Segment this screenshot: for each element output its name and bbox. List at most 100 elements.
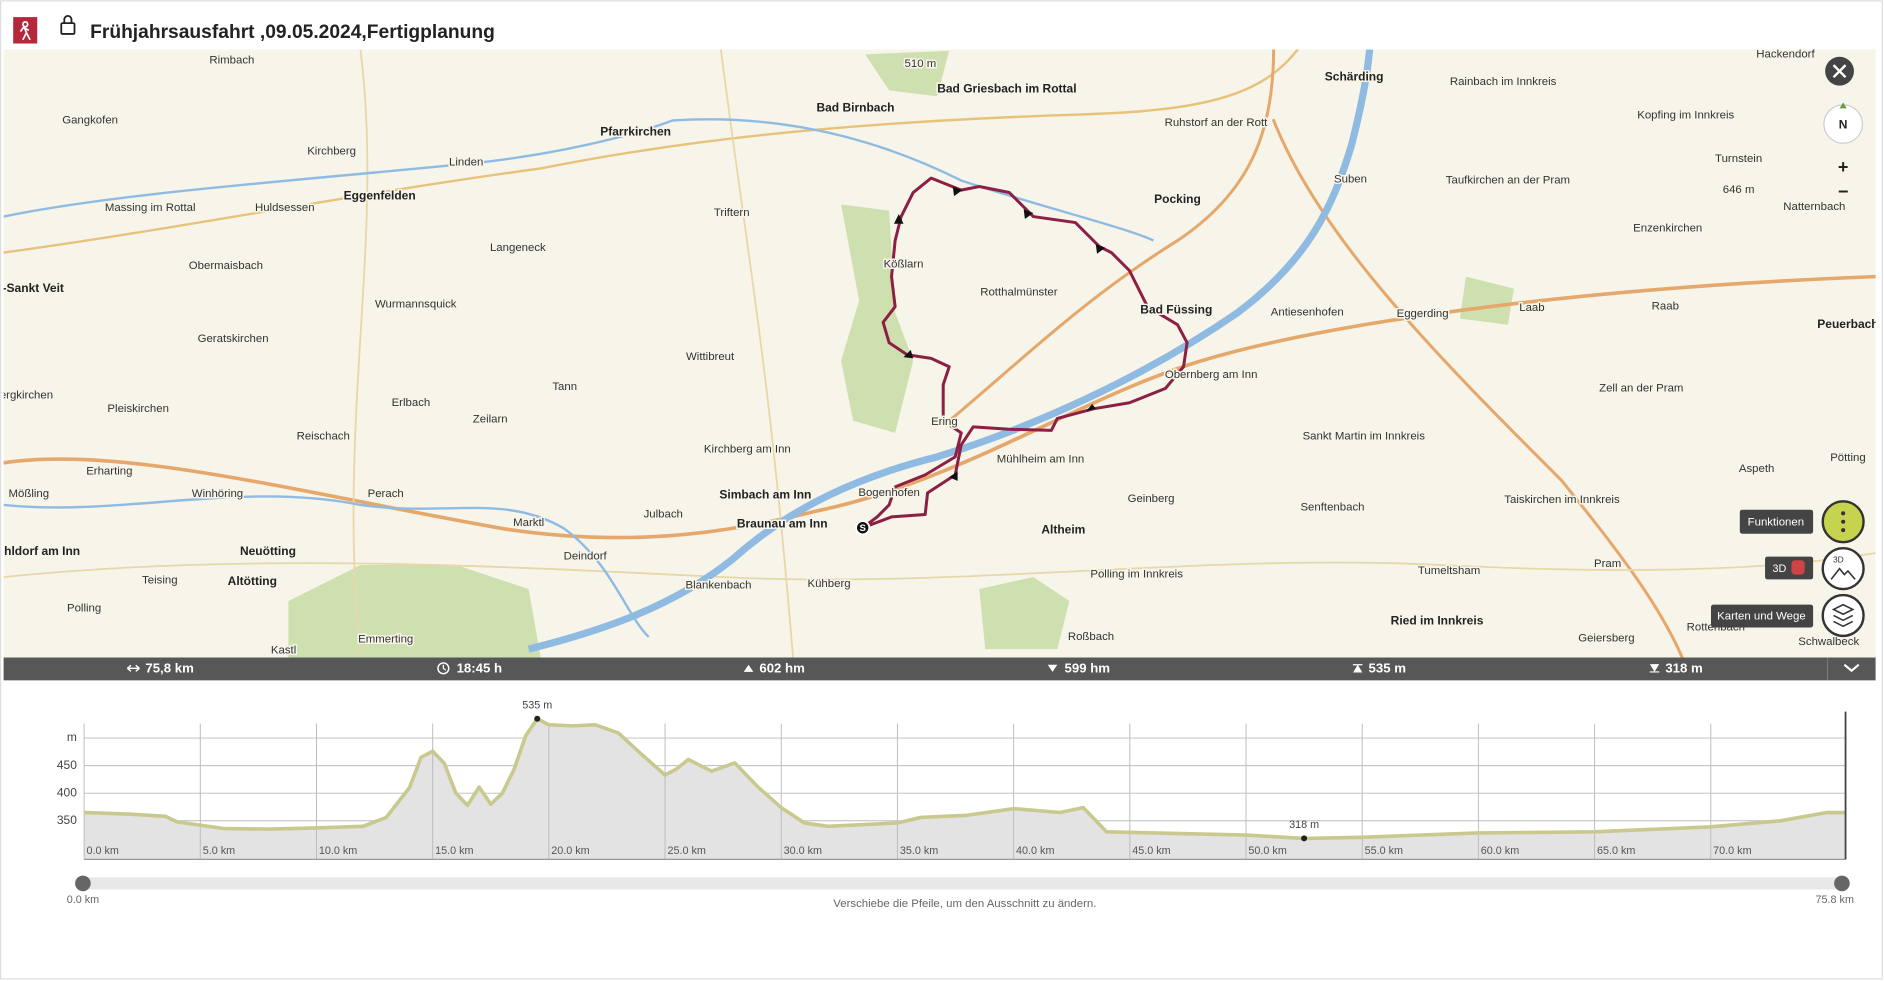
slider-start-label: 0.0 km	[67, 894, 99, 906]
place-label: ergkirchen	[0, 390, 53, 402]
lock-icon[interactable]	[60, 22, 76, 35]
map[interactable]: S Rimbach Gangkofen Kirchberg Linden Eggenfe…	[0, 48, 1879, 658]
place-label: Braunau am Inn	[737, 516, 828, 530]
place-label: Altheim	[1041, 522, 1085, 536]
place-label: Erharting	[86, 465, 132, 477]
functions-label: Funktionen	[1748, 516, 1804, 528]
place-label: Julbach	[644, 509, 683, 521]
y-tick-label: m	[67, 730, 77, 744]
place-label: Marktl	[513, 517, 544, 529]
place-label: Taufkirchen an der Pram	[1446, 175, 1570, 187]
place-label: Teising	[142, 575, 178, 587]
route-arrows	[893, 186, 1106, 481]
x-tick-label: 0.0 km	[87, 845, 119, 857]
tour-title: Frühjahrsausfahrt ,09.05.2024,Fertigplan…	[90, 22, 495, 43]
place-label: Sankt Martin im Innkreis	[1303, 430, 1426, 442]
place-label: Obernberg am Inn	[1165, 369, 1258, 381]
slider-end-label: 75.8 km	[1816, 894, 1854, 906]
start-marker[interactable]	[855, 520, 871, 536]
zoom-out[interactable]: −	[1838, 181, 1849, 201]
place-label: Roßbach	[1068, 631, 1114, 643]
x-tick-label: 35.0 km	[900, 845, 938, 857]
zoom-in[interactable]: +	[1838, 157, 1849, 177]
x-tick-label: 40.0 km	[1016, 845, 1054, 857]
place-label: Kirchberg am Inn	[704, 444, 791, 456]
place-label: Laab	[1519, 302, 1544, 314]
hiker-glyph	[19, 21, 31, 41]
place-label: Bogenhofen	[858, 487, 920, 499]
place-label: Pram	[1594, 558, 1621, 570]
extreme-label: 535 m	[522, 699, 552, 711]
place-label: Rotthalmünster	[980, 286, 1058, 298]
ascent-icon	[743, 664, 754, 672]
place-label: Schärding	[1325, 69, 1384, 83]
stat-min-altitude: 318 m	[1665, 660, 1702, 675]
stat-distance: 75,8 km	[145, 660, 193, 675]
x-tick-label: 70.0 km	[1713, 845, 1751, 857]
place-label: Kopfing im Innkreis	[1637, 110, 1734, 122]
maps-button[interactable]	[1821, 593, 1865, 638]
three-d-button[interactable]	[1821, 546, 1865, 591]
place-label: Gangkofen	[62, 114, 118, 126]
place-label: 510 m	[905, 58, 937, 70]
collapse-button[interactable]	[1843, 663, 1860, 673]
place-label: Ering	[931, 416, 958, 428]
place-label: Langeneck	[490, 242, 546, 254]
area-fill	[84, 718, 1846, 860]
slider-end-handle[interactable]	[1834, 875, 1850, 892]
slider-start-handle[interactable]	[75, 875, 91, 892]
place-label: Pleiskirchen	[107, 403, 168, 415]
place-label: Zeilarn	[473, 414, 508, 426]
place-label: Kößlarn	[884, 259, 924, 271]
place-label: Obermaisbach	[189, 260, 263, 272]
place-label: Altötting	[228, 574, 277, 588]
duration-icon	[437, 662, 450, 675]
compass-north: N	[1839, 117, 1848, 131]
max-altitude-icon	[1352, 664, 1363, 673]
route-line[interactable]	[861, 176, 1189, 530]
start-label: S	[859, 523, 866, 534]
place-label: Tumeltsham	[1418, 565, 1480, 577]
place-label: Senftenbach	[1300, 501, 1364, 513]
place-label: Aspeth	[1739, 463, 1775, 475]
place-label: Mößling	[9, 488, 50, 500]
extreme-dot	[1301, 835, 1308, 842]
place-label: Eggerding	[1397, 308, 1449, 320]
three-d-label: 3D	[1773, 563, 1787, 575]
lock-shackle	[63, 15, 73, 24]
place-label: t-Sankt Veit	[0, 281, 64, 295]
place-label: Geratskirchen	[198, 333, 269, 345]
place-label: Turnstein	[1715, 153, 1762, 165]
place-label: Huldsessen	[255, 202, 315, 214]
place-label: Pötting	[1830, 452, 1866, 464]
range-slider: 0.0 km 75.8 km Verschiebe die Pfeile, um…	[67, 875, 1854, 910]
place-label: Ruhstorf an der Rott	[1165, 117, 1269, 129]
place-label: Polling	[67, 602, 101, 614]
y-tick-label: 450	[57, 758, 77, 772]
place-labels: Rimbach Gangkofen Kirchberg Linden Eggenfeld…	[0, 50, 1876, 658]
place-label: Ried im Innkreis	[1391, 614, 1484, 628]
place-label: Kirchberg	[307, 146, 356, 158]
place-label: Linden	[449, 156, 483, 168]
place-label: Rainbach im Innkreis	[1450, 76, 1557, 88]
x-tick-label: 65.0 km	[1597, 845, 1635, 857]
place-label: Raab	[1652, 301, 1679, 313]
x-tick-label: 55.0 km	[1365, 845, 1403, 857]
elevation-profile: 350 400 450 m 0.0 km 5.0 km 10.0 km 15.0 km 20.0…	[57, 699, 1847, 860]
extreme-dot	[534, 715, 541, 722]
y-tick-label: 350	[57, 813, 77, 827]
x-tick-label: 60.0 km	[1481, 845, 1519, 857]
place-label: Tann	[552, 381, 577, 393]
distance-icon	[126, 664, 140, 672]
place-label: Emmerting	[358, 634, 413, 646]
place-label: Zell an der Pram	[1599, 382, 1683, 394]
map-background	[3, 49, 1876, 658]
three-d-button-label: 3D	[1833, 554, 1844, 564]
three-d-glyph	[1830, 567, 1856, 580]
stat-max-altitude: 535 m	[1369, 660, 1406, 675]
place-label: Massing im Rottal	[105, 202, 196, 214]
three-d-badge	[1791, 560, 1805, 575]
place-label: Pocking	[1154, 192, 1201, 206]
